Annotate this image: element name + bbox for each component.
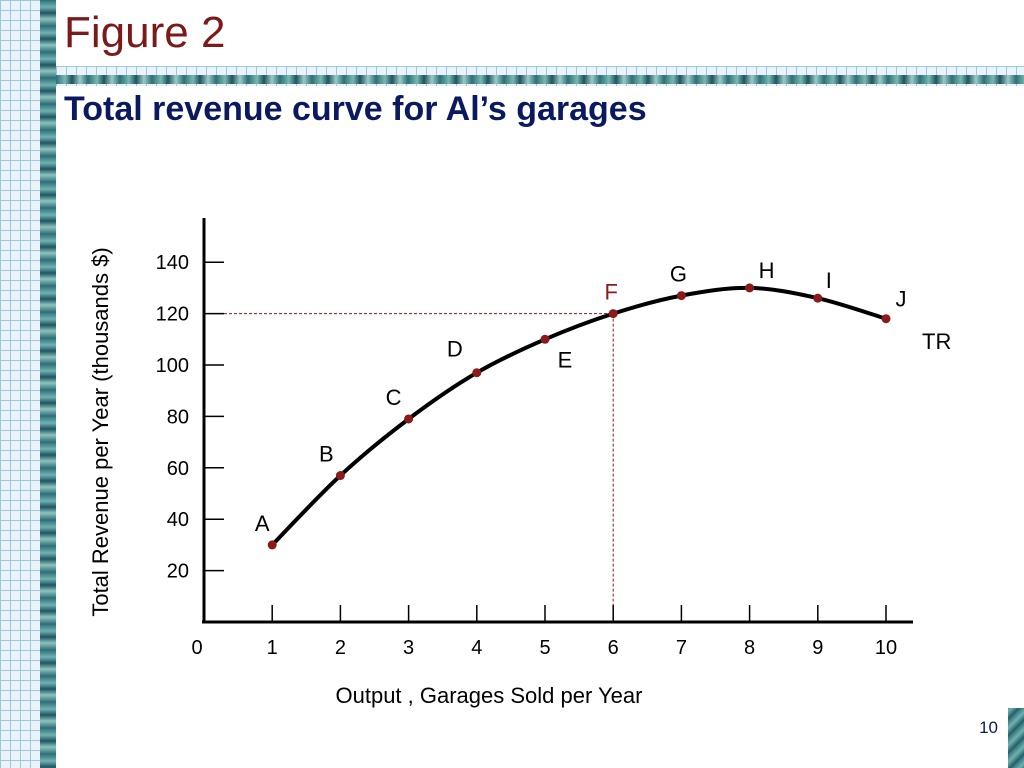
chart-axes: 20 40 60 80 100 120 140 0 1 2 3 4 5 6 7 8 9 10	[156, 218, 913, 659]
x-tick-label: 7	[676, 637, 687, 659]
point-labels: A B C D E F G H I J	[255, 258, 907, 536]
y-tick-label: 20	[167, 561, 189, 583]
data-point-g	[676, 291, 686, 301]
point-label-h: H	[759, 258, 775, 283]
point-label-g: G	[670, 262, 687, 287]
y-axis-title: Total Revenue per Year (thousands $)	[88, 247, 113, 616]
decorative-title-band	[56, 66, 1024, 86]
x-tick-label: 4	[471, 637, 482, 659]
data-point-h	[745, 283, 755, 293]
point-label-j: J	[896, 287, 907, 312]
data-point-b	[335, 471, 345, 481]
decorative-left-strip	[0, 0, 56, 768]
x-tick-label: 10	[875, 637, 897, 659]
data-point-j	[881, 314, 891, 324]
decorative-corner-mask	[952, 708, 1008, 768]
point-label-c: C	[386, 385, 402, 410]
data-point-i	[813, 293, 823, 303]
x-tick-label: 3	[403, 637, 414, 659]
x-tick-label: 0	[191, 637, 202, 659]
data-points	[267, 283, 891, 550]
point-label-i: I	[826, 268, 832, 293]
slide-title: Figure 2	[64, 8, 226, 57]
data-point-e	[540, 334, 550, 344]
x-axis-title: Output , Garages Sold per Year	[336, 683, 643, 708]
page-number: 10	[979, 718, 998, 737]
x-tick-label: 5	[539, 637, 550, 659]
data-point-d	[472, 368, 482, 378]
y-tick-label: 140	[156, 252, 189, 274]
y-tick-label: 120	[156, 304, 189, 326]
y-tick-label: 40	[167, 509, 189, 531]
point-label-b: B	[319, 442, 334, 467]
point-label-f: F	[604, 280, 617, 305]
point-label-e: E	[558, 347, 573, 372]
x-tick-label: 1	[267, 637, 278, 659]
tr-curve-layer	[270, 285, 888, 547]
x-tick-label: 2	[335, 637, 346, 659]
tr-curve-line	[270, 285, 888, 547]
point-label-a: A	[255, 511, 270, 536]
data-point-f	[608, 309, 618, 319]
x-tick-label: 9	[812, 637, 823, 659]
x-tick-label: 8	[744, 637, 755, 659]
y-tick-label: 60	[167, 458, 189, 480]
x-tick-label: 6	[608, 637, 619, 659]
highlight-guides	[204, 313, 614, 622]
data-point-a	[267, 540, 277, 550]
data-point-c	[404, 414, 414, 424]
point-label-d: D	[447, 337, 463, 362]
decorative-left-bar	[40, 0, 56, 768]
y-tick-label: 80	[167, 406, 189, 428]
slide-subtitle: Total revenue curve for Al’s garages	[64, 90, 647, 128]
y-tick-label: 100	[156, 355, 189, 377]
series-label-tr: TR	[922, 329, 951, 354]
decorative-title-line	[56, 75, 1024, 84]
